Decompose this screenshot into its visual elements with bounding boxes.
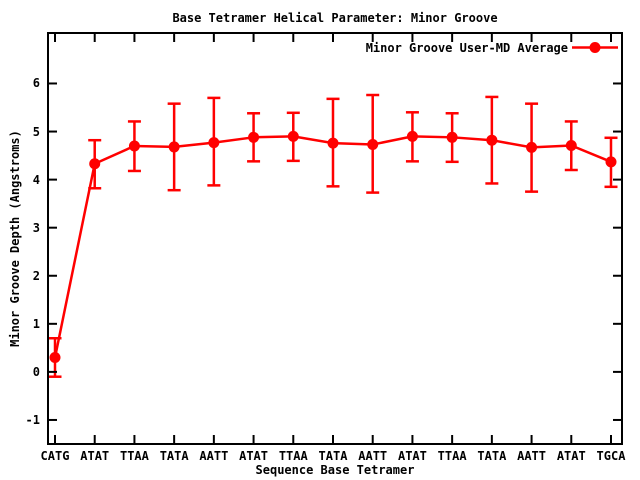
x-axis-label: Sequence Base Tetramer bbox=[255, 463, 415, 477]
data-point-marker bbox=[287, 130, 299, 142]
data-point-marker bbox=[208, 137, 220, 149]
legend-marker bbox=[589, 42, 601, 53]
x-tick-label: ATAT bbox=[239, 449, 269, 463]
y-tick-label: 4 bbox=[32, 172, 40, 187]
x-tick-label: TTAA bbox=[119, 449, 149, 463]
x-tick-label: AATT bbox=[358, 449, 388, 463]
legend-entry-label: Minor Groove User-MD Average bbox=[365, 41, 568, 55]
y-tick-label: 2 bbox=[32, 268, 40, 283]
data-point-marker bbox=[128, 140, 140, 152]
x-tick-label: CATG bbox=[40, 449, 70, 463]
y-tick-label: 5 bbox=[32, 124, 40, 139]
x-tick-label: AATT bbox=[199, 449, 229, 463]
data-point-marker bbox=[248, 131, 260, 143]
data-point-marker bbox=[367, 139, 379, 151]
data-point-marker bbox=[49, 351, 61, 363]
data-point-marker bbox=[406, 130, 418, 142]
data-point-marker bbox=[486, 134, 498, 146]
x-tick-label: TATA bbox=[477, 449, 507, 463]
y-tick-label: -1 bbox=[25, 412, 40, 427]
y-tick-label: 3 bbox=[32, 220, 40, 235]
data-point-marker bbox=[446, 131, 458, 143]
x-tick-label: TTAA bbox=[437, 449, 467, 463]
x-tick-label: TATA bbox=[318, 449, 348, 463]
x-tick-label: TTAA bbox=[278, 449, 308, 463]
data-point-marker bbox=[605, 156, 617, 168]
plot-border bbox=[47, 32, 623, 445]
chart-title: Base Tetramer Helical Parameter: Minor G… bbox=[172, 11, 498, 25]
x-tick-label: AATT bbox=[517, 449, 547, 463]
data-point-marker bbox=[168, 141, 180, 153]
data-point-marker bbox=[89, 158, 101, 170]
x-tick-label: ATAT bbox=[397, 449, 427, 463]
y-tick-label: 6 bbox=[32, 76, 40, 91]
data-point-marker bbox=[565, 139, 577, 151]
y-tick-label: 0 bbox=[32, 364, 40, 379]
y-tick-label: 1 bbox=[32, 316, 40, 331]
x-tick-label: TGCA bbox=[596, 449, 626, 463]
data-point-marker bbox=[327, 137, 339, 149]
x-tick-label: ATAT bbox=[80, 449, 110, 463]
x-tick-label: TATA bbox=[159, 449, 189, 463]
data-point-marker bbox=[526, 141, 538, 153]
x-tick-label: ATAT bbox=[556, 449, 586, 463]
